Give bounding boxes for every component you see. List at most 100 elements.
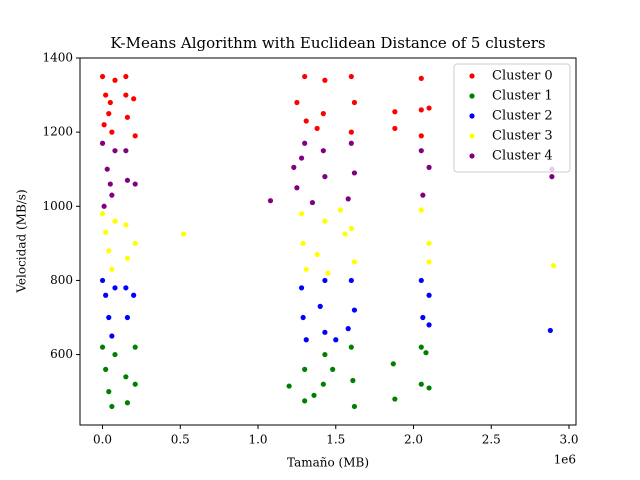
- point: [99, 344, 106, 350]
- point: [291, 164, 297, 170]
- point: [124, 114, 131, 120]
- point: [103, 229, 109, 235]
- point: [348, 73, 354, 80]
- y-tick-label: 1400: [42, 51, 73, 65]
- x-tick-label: 0.0: [93, 433, 112, 447]
- point: [303, 337, 309, 343]
- point: [351, 307, 358, 313]
- x-tick-label: 2.5: [482, 433, 501, 447]
- point: [322, 77, 328, 83]
- point: [311, 392, 317, 398]
- legend-marker: [469, 153, 475, 159]
- point: [180, 231, 186, 237]
- point: [123, 222, 129, 228]
- legend-marker: [469, 93, 475, 99]
- point: [132, 133, 138, 139]
- point: [123, 285, 129, 291]
- point: [302, 366, 308, 372]
- point: [330, 366, 336, 372]
- point: [106, 389, 112, 395]
- point: [124, 177, 131, 183]
- point: [309, 199, 316, 206]
- point: [333, 337, 339, 343]
- point: [426, 240, 432, 246]
- y-tick-label: 600: [50, 347, 73, 361]
- point: [109, 403, 115, 410]
- point: [317, 303, 323, 309]
- x-offset-label: 1e6: [554, 453, 576, 467]
- point: [132, 344, 138, 350]
- point: [112, 77, 118, 83]
- y-tick-label: 1000: [42, 199, 73, 213]
- x-tick-label: 1.5: [326, 433, 345, 447]
- x-tick-label: 0.5: [171, 433, 190, 447]
- legend-label: Cluster 3: [492, 129, 553, 144]
- point: [103, 292, 109, 298]
- point: [112, 285, 118, 291]
- point: [426, 164, 432, 170]
- point: [325, 270, 331, 276]
- point: [418, 75, 424, 81]
- point: [109, 129, 115, 135]
- point: [302, 73, 308, 80]
- point: [300, 240, 306, 246]
- point: [101, 122, 107, 128]
- point: [104, 166, 110, 172]
- x-tick-label: 1.0: [248, 433, 267, 447]
- point: [107, 181, 113, 187]
- point: [303, 266, 309, 272]
- point: [99, 73, 106, 80]
- point: [322, 351, 328, 358]
- point: [298, 155, 305, 161]
- point: [351, 99, 358, 106]
- point: [302, 398, 308, 404]
- point: [418, 148, 424, 154]
- point: [112, 218, 118, 224]
- point: [101, 203, 107, 209]
- point: [132, 240, 138, 246]
- legend-label: Cluster 1: [492, 89, 553, 104]
- point: [123, 148, 129, 154]
- point: [392, 109, 398, 115]
- point: [423, 350, 429, 356]
- point: [123, 73, 129, 80]
- point: [99, 277, 106, 284]
- point: [426, 105, 432, 111]
- point: [348, 344, 354, 350]
- point: [314, 125, 320, 132]
- point: [314, 251, 320, 258]
- y-tick-label: 1200: [42, 125, 73, 139]
- point: [132, 381, 138, 387]
- point: [106, 248, 112, 254]
- point: [112, 351, 118, 358]
- point: [345, 196, 351, 202]
- point: [302, 140, 308, 146]
- point: [351, 170, 358, 176]
- point: [298, 285, 305, 291]
- point: [124, 400, 131, 406]
- x-tick-label: 3.0: [559, 433, 578, 447]
- point: [337, 207, 344, 213]
- point: [106, 314, 112, 321]
- point: [298, 211, 305, 217]
- point: [286, 383, 292, 389]
- point: [320, 381, 326, 387]
- point: [124, 255, 131, 261]
- point: [426, 292, 432, 298]
- legend-marker: [469, 113, 475, 119]
- plot-frame: [79, 57, 577, 426]
- point: [103, 366, 109, 372]
- point: [294, 185, 300, 191]
- y-axis-label: Velocidad (MB/s): [15, 189, 29, 293]
- point: [418, 344, 424, 350]
- y-tick-label: 800: [50, 273, 73, 287]
- point: [351, 403, 358, 410]
- legend-label: Cluster 0: [492, 69, 553, 84]
- point: [420, 314, 426, 321]
- point: [348, 277, 354, 284]
- point: [418, 277, 424, 284]
- legend-label: Cluster 2: [492, 109, 553, 124]
- point: [547, 327, 553, 334]
- legend-marker: [469, 73, 475, 79]
- point: [107, 99, 113, 106]
